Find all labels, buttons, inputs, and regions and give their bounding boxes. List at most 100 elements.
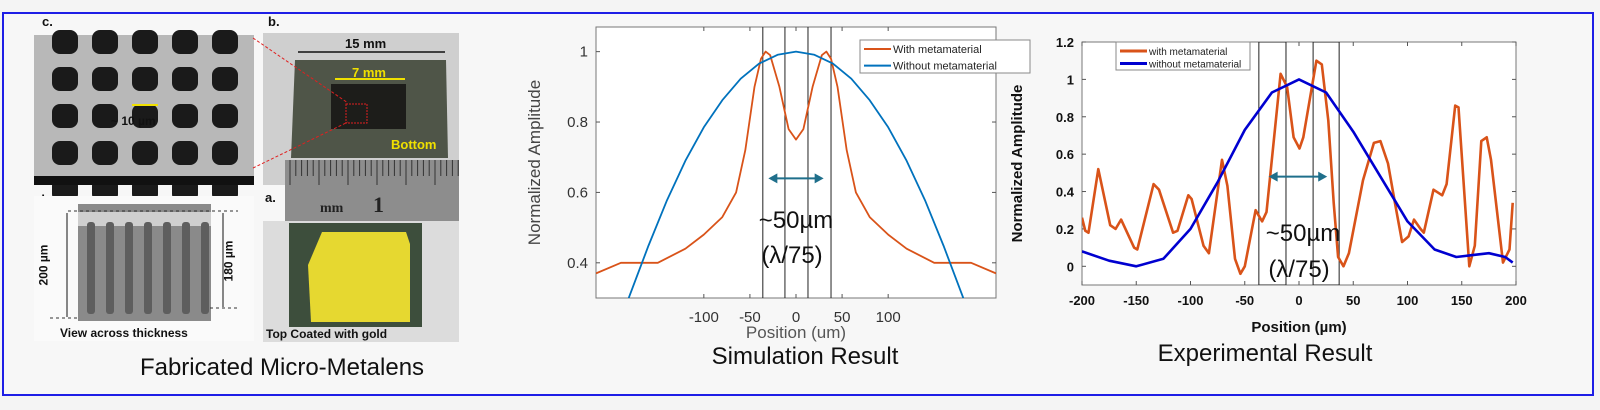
trench <box>125 222 133 314</box>
ruler-number-label: 1 <box>373 192 384 217</box>
sem-hole <box>212 141 238 165</box>
legend-entry: with metamaterial <box>1148 47 1227 58</box>
series-line-with-metamaterial <box>1082 59 1514 276</box>
series-line-without-metamaterial <box>1082 78 1514 268</box>
sem-hole <box>132 30 158 54</box>
x-tick-label: 150 <box>1451 293 1473 308</box>
plot-content <box>596 27 996 298</box>
trench <box>106 222 114 314</box>
hole-size-label: ~ 10 µm <box>111 114 156 128</box>
sem-hole <box>92 104 118 128</box>
y-tick-label: 1 <box>1067 72 1074 87</box>
wavelength-annotation: (λ/75) <box>761 242 822 269</box>
arrow-head-left <box>768 173 778 184</box>
x-tick-label: -100 <box>1177 293 1203 308</box>
y-axis-label: Normalized Amplitude <box>525 80 544 245</box>
trench <box>87 222 95 314</box>
fabrication-caption: Fabricated Micro-Metalens <box>139 354 425 381</box>
arrow-head-right <box>1318 171 1328 182</box>
x-tick-label: -200 <box>1069 293 1095 308</box>
panel-a-label: a. <box>265 190 276 205</box>
trench <box>144 222 152 314</box>
bottom-side-label: Bottom <box>391 137 437 152</box>
x-tick-label: -150 <box>1123 293 1149 308</box>
sem-hole <box>172 104 198 128</box>
y-tick-label: 0.4 <box>1056 185 1075 200</box>
x-tick-label: 0 <box>1295 293 1302 308</box>
sem-hole <box>212 67 238 91</box>
width-annotation: ~50µm <box>1266 220 1341 247</box>
y-axis-label: Normalized Amplitude <box>1009 85 1026 243</box>
legend: with metamaterial without metamaterial <box>1115 41 1251 71</box>
y-tick-label: 0 <box>1067 259 1074 274</box>
experimental-caption: Experimental Result <box>1157 340 1373 367</box>
chip-top-gold-photo <box>263 221 459 342</box>
x-tick-label: 200 <box>1505 293 1527 308</box>
x-tick-label: -50 <box>1235 293 1254 308</box>
legend-box <box>1115 41 1251 71</box>
legend-box <box>859 39 1031 74</box>
fabrication-images <box>34 30 459 342</box>
legend-entry: without metamaterial <box>1148 60 1241 71</box>
legend-entry: With metamaterial <box>893 44 982 56</box>
sem-hole <box>52 67 78 91</box>
x-axis-label: Position (um) <box>746 323 846 342</box>
width-annotation: ~50µm <box>759 207 834 234</box>
y-tick-label: 0.8 <box>567 114 588 131</box>
panel-c-label: c. <box>42 14 53 29</box>
y-tick-label: 0.6 <box>1056 147 1074 162</box>
y-tick-label: 1.2 <box>1056 35 1074 50</box>
sem-hole <box>172 30 198 54</box>
sem-hole <box>92 30 118 54</box>
arrow-head-right <box>814 173 824 184</box>
plot-content <box>1082 42 1514 285</box>
x-tick-label: 0 <box>792 309 800 326</box>
sem-hole <box>132 67 158 91</box>
experimental-chart: -200 -150 -100 -50 0 50 100 150 200 0 0.2 0.4 0.6 0.8… <box>1009 35 1527 336</box>
sem-hole <box>92 67 118 91</box>
legend-entry: Without metamaterial <box>893 61 997 73</box>
y-tick-label: 1 <box>580 44 588 61</box>
sem-hole <box>172 141 198 165</box>
x-tick-label: 100 <box>876 309 901 326</box>
chip-bottom-photo <box>252 33 459 185</box>
sem-hole <box>52 141 78 165</box>
x-tick-label: -100 <box>689 309 719 326</box>
legend: With metamaterial Without metamaterial <box>859 39 1031 74</box>
simulation-chart: -100 -50 0 50 100 0.4 0.6 0.8 1 ~50µm (λ/75) With m… <box>525 26 1031 342</box>
sem-hole <box>92 141 118 165</box>
trench <box>201 222 209 314</box>
sem-cross-section-image <box>34 196 254 341</box>
y-tick-label: 0.4 <box>567 255 588 272</box>
sem-hole <box>132 141 158 165</box>
ruler-image <box>285 160 459 221</box>
x-tick-label: -50 <box>739 309 761 326</box>
plot-area <box>1081 41 1517 286</box>
peak-box <box>1258 42 1287 285</box>
ruler-unit-label: mm <box>320 201 344 216</box>
simulation-caption: Simulation Result <box>711 343 899 370</box>
x-axis-label: Position (µm) <box>1251 319 1346 336</box>
sem-hole <box>52 104 78 128</box>
peak-box <box>1312 42 1340 285</box>
panel-a-caption: Top Coated with gold <box>266 327 388 341</box>
y-tick-label: 0.8 <box>1056 110 1074 125</box>
series-line-with-metamaterial <box>596 50 996 275</box>
arrow-head-left <box>1268 171 1278 182</box>
trench <box>163 222 171 314</box>
trench <box>182 222 190 314</box>
sem-hole <box>172 67 198 91</box>
sem-hole <box>52 30 78 54</box>
series-line-without-metamaterial <box>627 50 965 298</box>
sem-hole <box>132 104 158 128</box>
sem-hole <box>212 104 238 128</box>
panel-b-label: b. <box>268 14 280 29</box>
x-tick-label: 50 <box>1346 293 1360 308</box>
panel-d-caption: View across thickness <box>60 326 188 340</box>
sem-top-view-image <box>34 30 254 202</box>
metalens-width-label: 7 mm <box>352 65 386 80</box>
y-tick-label: 0.6 <box>567 184 588 201</box>
x-tick-label: 50 <box>834 309 851 326</box>
y-tick-label: 0.2 <box>1056 222 1074 237</box>
